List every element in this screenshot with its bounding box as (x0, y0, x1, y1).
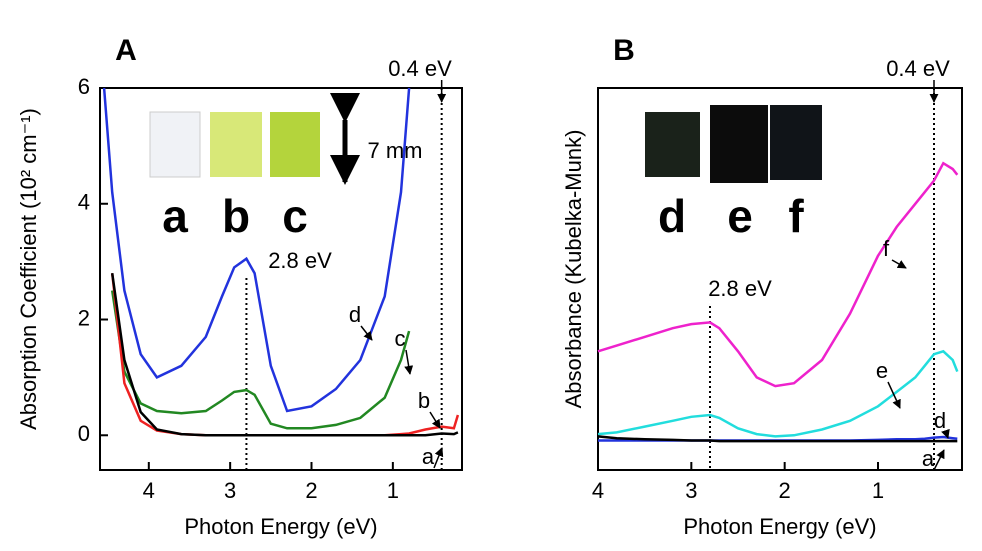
annotation: 0.4 eV (886, 56, 950, 81)
series-label: c (395, 326, 406, 351)
data-line (597, 161, 959, 388)
label-arrow (429, 411, 441, 429)
photo-label: e (727, 190, 753, 242)
y-tick-label: 6 (78, 74, 90, 99)
label-arrow (360, 325, 373, 341)
x-axis-title: Photon Energy (eV) (184, 514, 377, 539)
label-arrow (887, 381, 901, 409)
label-arrow (941, 428, 950, 439)
label-arrow (891, 259, 907, 269)
x-axis-title: Photon Energy (eV) (683, 514, 876, 539)
photo (270, 112, 320, 177)
panel-label: B (613, 34, 635, 67)
panel-label: A (115, 34, 137, 67)
annotation: 2.8 eV (708, 276, 772, 301)
annotation: 2.8 eV (268, 248, 332, 273)
photo (710, 105, 768, 183)
photo (210, 112, 262, 177)
photo (149, 111, 201, 178)
series-label: d (349, 302, 361, 327)
photo (770, 105, 822, 180)
y-tick-label: 4 (78, 190, 90, 215)
photo (645, 112, 700, 177)
series-label: b (418, 388, 430, 413)
x-tick-label: 1 (872, 478, 884, 503)
photo-label: a (162, 190, 188, 242)
x-tick-label: 1 (387, 478, 399, 503)
x-tick-label: 4 (592, 478, 604, 503)
plot-frame (99, 87, 463, 471)
x-tick-label: 2 (779, 478, 791, 503)
photo-label: c (282, 190, 308, 242)
x-tick-label: 3 (685, 478, 697, 503)
series-label: e (876, 358, 888, 383)
photo-label: b (222, 190, 250, 242)
y-axis-title: Absorbance (Kubelka-Munk) (561, 130, 586, 409)
data-line (110, 273, 459, 437)
label-arrow (933, 449, 945, 471)
scale-label: 7 mm (368, 138, 423, 163)
series-label: f (883, 236, 890, 261)
x-tick-label: 2 (305, 478, 317, 503)
data-line (597, 349, 959, 438)
series-label: a (422, 444, 435, 469)
y-tick-label: 2 (78, 305, 90, 330)
y-axis-title: Absorption Coefficient (10² cm⁻¹) (16, 108, 41, 430)
label-arrow (404, 349, 414, 375)
series-label: a (922, 446, 935, 471)
label-arrow (433, 447, 444, 469)
data-line (102, 87, 411, 413)
data-line (110, 290, 411, 430)
x-tick-label: 3 (224, 478, 236, 503)
x-tick-label: 4 (143, 478, 155, 503)
plot-frame (597, 87, 963, 471)
data-line (597, 435, 958, 443)
annotation: 0.4 eV (388, 56, 452, 81)
photo-label: f (788, 190, 804, 242)
photo-label: d (658, 190, 686, 242)
series-label: d (934, 408, 946, 433)
y-tick-label: 0 (78, 421, 90, 446)
